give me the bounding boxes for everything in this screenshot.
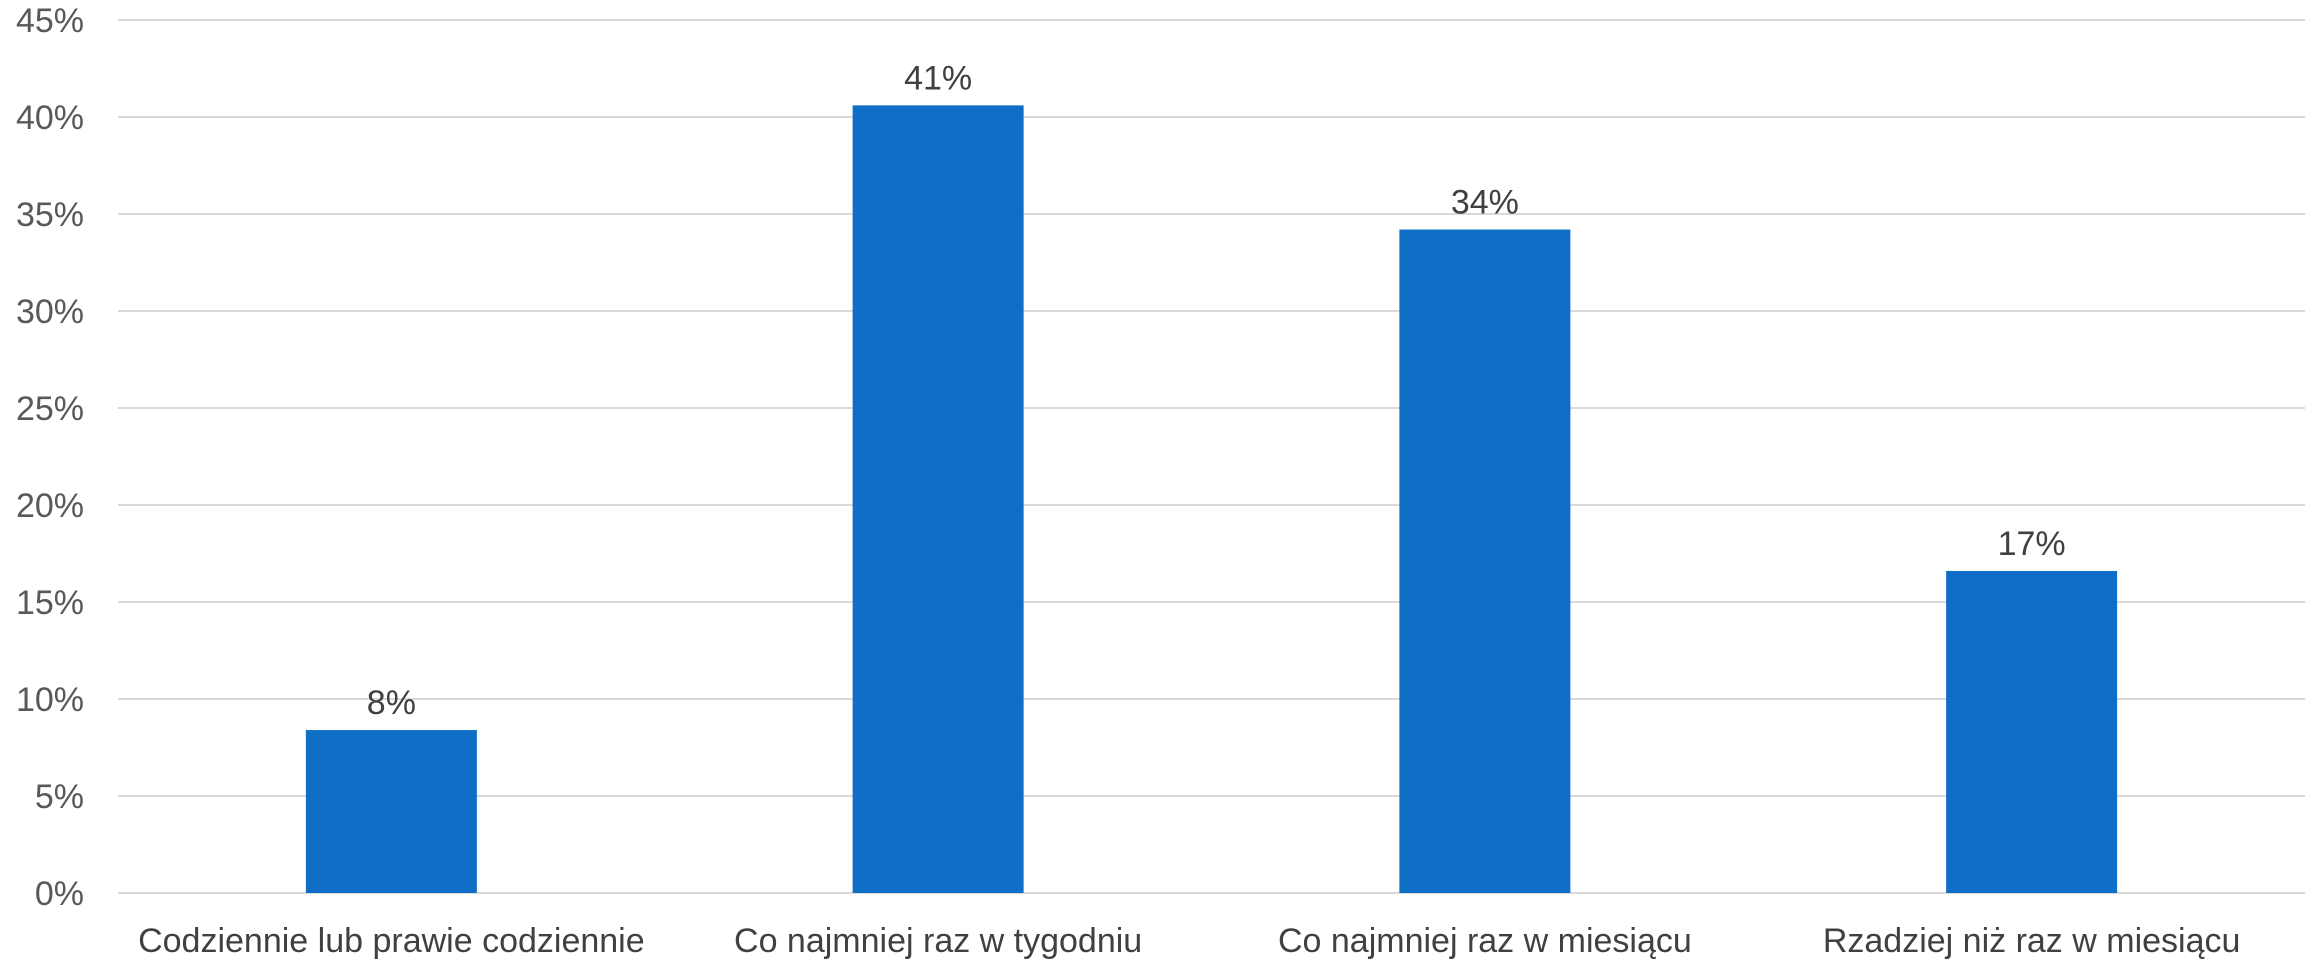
data-label: 34% <box>1451 184 1519 222</box>
bars <box>305 105 2118 894</box>
x-axis-category-labels: Codziennie lub prawie codziennie Co najmn… <box>138 922 2240 960</box>
bar <box>1399 229 1571 893</box>
y-tick-label: 10% <box>16 681 84 719</box>
x-category-label: Co najmniej raz w tygodniu <box>734 922 1142 960</box>
x-category-label: Co najmniej raz w miesiącu <box>1278 922 1692 960</box>
data-label: 17% <box>1998 525 2066 563</box>
data-label: 8% <box>367 684 416 722</box>
y-tick-label: 45% <box>16 2 84 40</box>
y-axis-tick-labels: 0% 5% 10% 15% 20% 25% 30% 35% 40% 45% <box>16 2 84 913</box>
bar <box>852 105 1024 894</box>
x-category-label: Rzadziej niż raz w miesiącu <box>1823 922 2241 960</box>
data-labels: 8% 41% 34% 17% <box>367 59 2066 722</box>
data-label: 41% <box>904 59 972 97</box>
bar <box>1946 570 2118 893</box>
y-tick-label: 35% <box>16 196 84 234</box>
gridlines <box>118 19 2305 894</box>
y-tick-label: 25% <box>16 390 84 428</box>
y-tick-label: 5% <box>35 778 84 816</box>
y-tick-label: 30% <box>16 293 84 331</box>
bar <box>305 730 477 893</box>
y-tick-label: 15% <box>16 584 84 622</box>
y-tick-label: 40% <box>16 99 84 137</box>
y-tick-label: 20% <box>16 487 84 525</box>
y-tick-label: 0% <box>35 875 84 913</box>
x-category-label: Codziennie lub prawie codziennie <box>138 922 645 960</box>
